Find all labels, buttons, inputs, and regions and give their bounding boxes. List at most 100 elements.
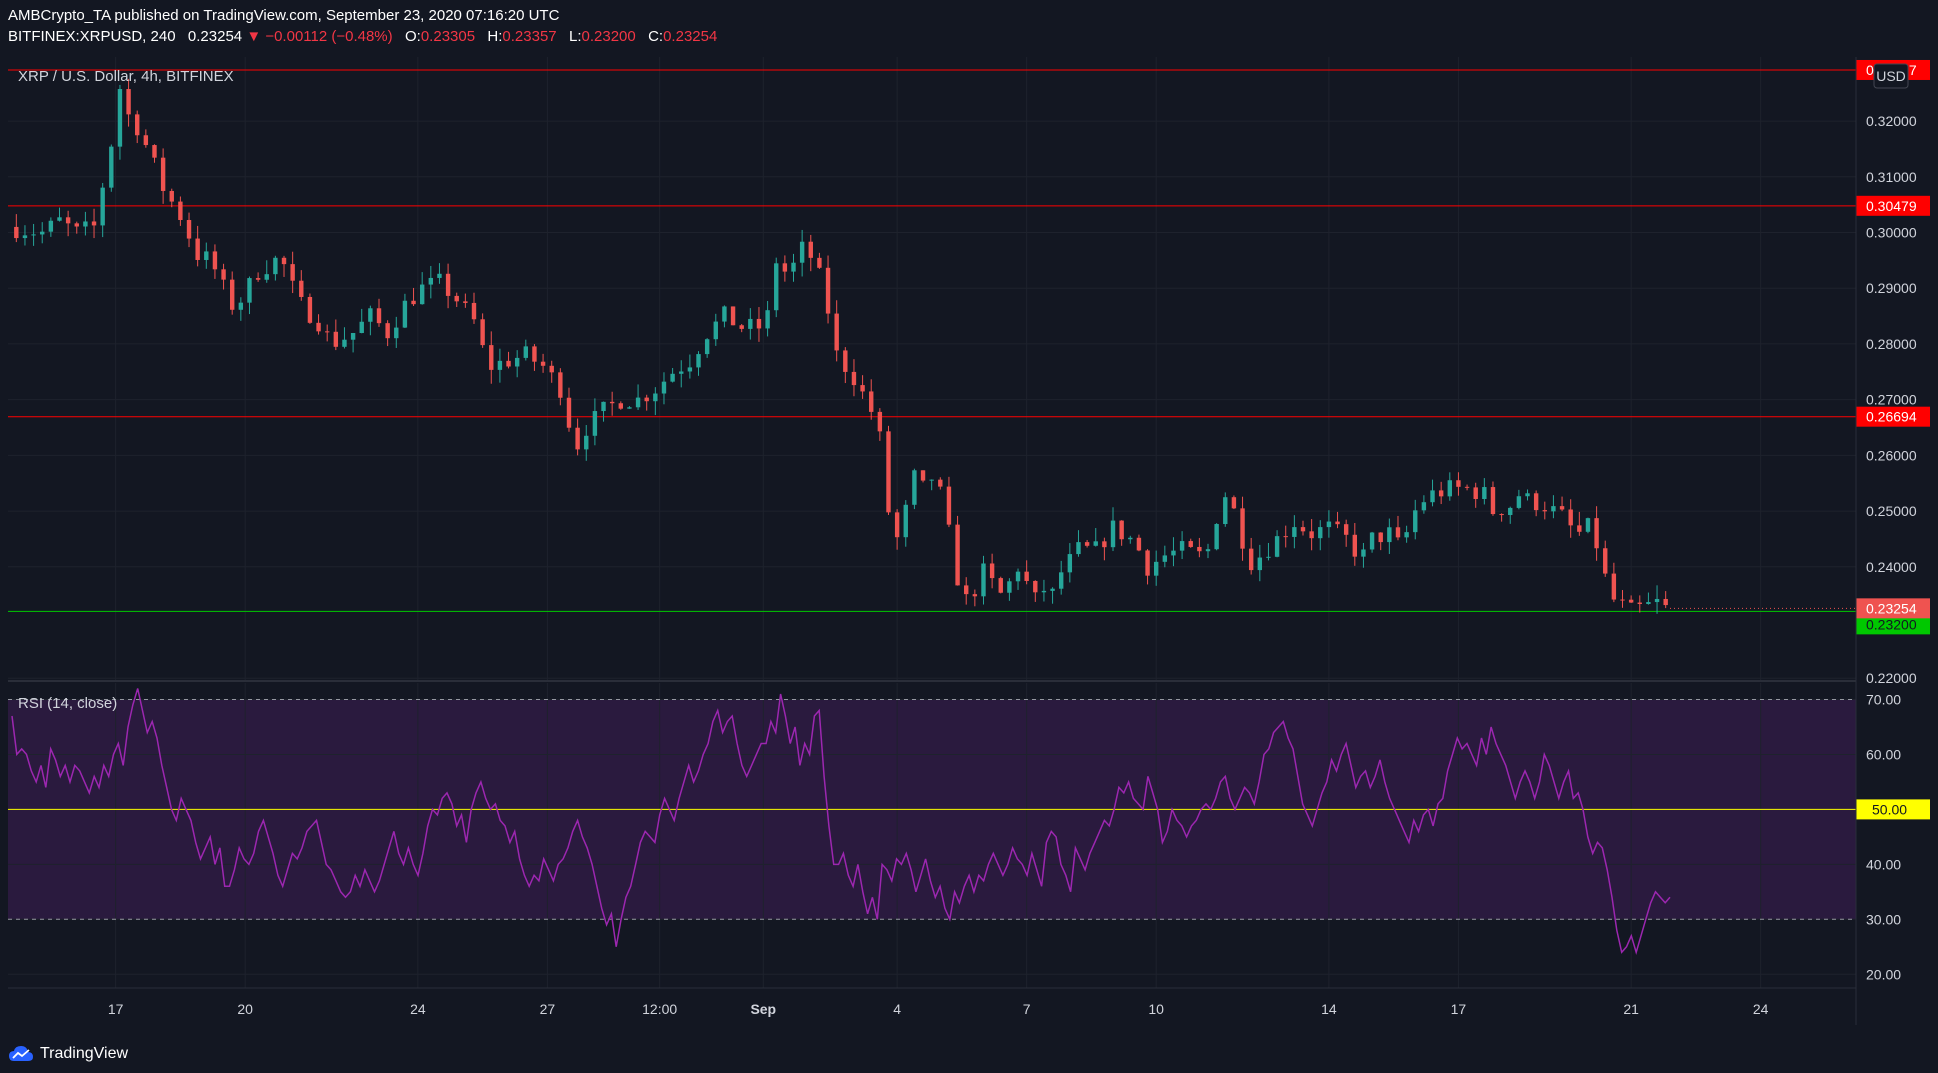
candle-body	[152, 145, 157, 158]
candle-body	[609, 401, 615, 404]
candle-body	[40, 231, 45, 235]
price-pane[interactable]	[8, 57, 1856, 681]
candle-body	[1594, 518, 1599, 549]
candle-body	[350, 332, 356, 340]
open-value: 0.23305	[420, 28, 476, 45]
candle-body	[1093, 541, 1098, 546]
candle-body	[860, 385, 865, 392]
candle-body	[48, 220, 54, 232]
candle-body	[549, 365, 554, 373]
level-price-label: 0.26694	[1866, 409, 1917, 425]
candle-body	[886, 431, 891, 513]
candle-body	[730, 306, 736, 326]
candle-body	[1024, 571, 1029, 581]
candle-body	[1395, 527, 1401, 538]
price-tick-label: 0.24000	[1866, 559, 1917, 575]
rsi-pane-title: RSI (14, close)	[18, 695, 117, 712]
currency-button-frame[interactable]	[1873, 63, 1909, 89]
price-tick-label: 0.22000	[1866, 670, 1917, 686]
level-price-tag	[1856, 406, 1930, 427]
candle-body	[808, 241, 813, 258]
candle-body	[342, 339, 347, 347]
last-price-tag	[1856, 598, 1930, 619]
price-tick-label: 0.27000	[1866, 392, 1917, 408]
tradingview-logo[interactable]: TradingView	[8, 1045, 128, 1063]
candle-body	[566, 397, 572, 428]
candle-body	[1369, 532, 1375, 550]
candle-body	[411, 300, 416, 305]
price-tick-label: 0.25000	[1866, 503, 1917, 519]
footer: TradingView	[0, 1037, 1938, 1073]
candle-body	[1482, 487, 1487, 500]
candle-body	[1603, 548, 1608, 574]
candle-body	[912, 470, 917, 505]
candle-body	[955, 524, 960, 586]
candle-body	[989, 563, 995, 579]
candle-body	[1067, 554, 1073, 573]
candle-body	[920, 470, 926, 481]
candle-body	[1413, 510, 1418, 533]
price-tick-label: 0.30000	[1866, 225, 1917, 241]
candle-body	[1464, 486, 1470, 488]
candle-body	[1559, 506, 1565, 510]
candle-body	[704, 339, 710, 355]
price-tick-label: 0.26000	[1866, 447, 1917, 463]
candle-body	[1637, 602, 1642, 604]
candle-body	[1335, 521, 1340, 525]
symbol-ohlc-line: BITFINEX:XRPUSD, 240 0.23254 ▼ −0.00112 …	[8, 28, 717, 45]
candle-body	[255, 278, 261, 280]
candle-body	[575, 427, 580, 450]
candle-body	[679, 371, 684, 374]
candle-body	[1585, 518, 1591, 532]
close-value: 0.23254	[663, 28, 718, 45]
price-axis: 0.32000 0.31000 0.30000 0.29000 0.28000 0.270…	[1856, 113, 1930, 686]
candle-body	[359, 321, 364, 333]
candle-body	[91, 221, 97, 226]
candle-body	[929, 479, 934, 481]
candle-body	[247, 278, 252, 303]
time-tick-label: Sep	[750, 1001, 776, 1017]
time-tick-label: 17	[108, 1001, 124, 1017]
candle-body	[238, 302, 244, 310]
candle-body	[584, 435, 589, 450]
candle-body	[1171, 550, 1176, 556]
candle-body	[489, 345, 494, 370]
rsi-line	[11, 688, 1671, 955]
candle-body	[938, 479, 943, 487]
chart-header: AMBCrypto_TA published on TradingView.co…	[0, 0, 1938, 50]
candle-body	[540, 361, 546, 366]
candle-body	[635, 397, 641, 408]
price-tick-label: 0.31000	[1866, 169, 1917, 185]
candle-body	[791, 262, 796, 272]
candle-body	[1292, 527, 1297, 537]
candle-body	[160, 157, 166, 191]
candle-body	[1326, 521, 1332, 528]
candle-body	[1214, 524, 1219, 550]
candle-body	[1508, 507, 1513, 516]
candle-body	[126, 89, 131, 115]
candle-body	[782, 263, 788, 272]
candle-body	[903, 504, 908, 538]
candle-body	[774, 263, 779, 311]
candle-body	[394, 327, 399, 339]
candle-body	[1162, 555, 1168, 562]
candle-body	[1283, 536, 1288, 538]
candle-body	[851, 371, 857, 386]
rsi-tick-label: 30.00	[1866, 911, 1901, 927]
candle-body	[1128, 537, 1133, 540]
time-tick-label: 12:00	[642, 1001, 677, 1017]
candle-body	[445, 273, 451, 296]
currency-button[interactable]: USD	[1873, 63, 1909, 89]
candle-body	[333, 331, 339, 347]
candle-body	[264, 274, 269, 280]
candle-body	[1620, 599, 1625, 601]
candle-body	[843, 350, 848, 372]
candle-body	[1542, 510, 1547, 512]
candle-body	[713, 321, 718, 340]
candle-body	[687, 367, 693, 372]
candle-body	[1473, 487, 1478, 500]
candle-body	[869, 391, 874, 412]
symbol-name[interactable]: BITFINEX:XRPUSD, 240	[8, 28, 176, 45]
candle-body	[1257, 557, 1263, 571]
